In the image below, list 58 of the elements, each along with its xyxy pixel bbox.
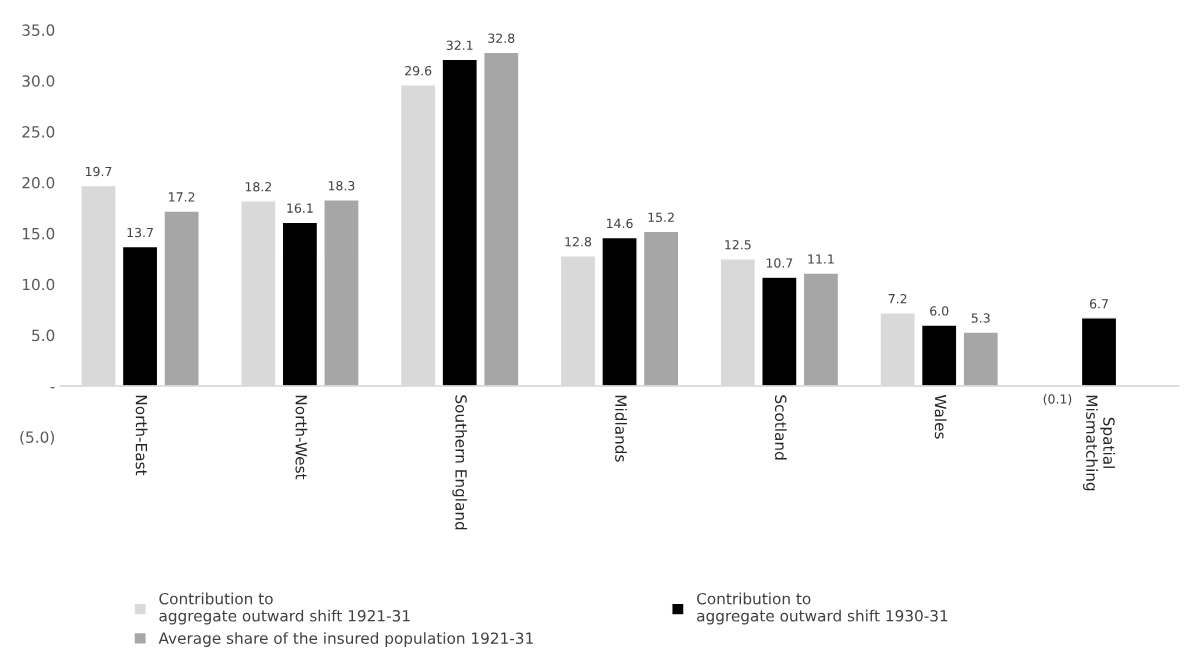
y-tick-label: 10.0	[22, 278, 55, 291]
data-label: 29.6	[405, 66, 432, 76]
data-label: 12.5	[725, 240, 751, 250]
data-label: 17.2	[169, 192, 195, 202]
y-tick-label: 15.0	[22, 227, 55, 240]
data-label: 10.7	[766, 258, 793, 268]
data-label: 19.7	[85, 166, 112, 177]
x-tick-label: North-East	[135, 395, 148, 476]
y-tick-label: -	[50, 387, 55, 389]
data-label: 32.8	[488, 33, 515, 43]
legend-label: Average share of the insured population 1921-31	[158, 632, 533, 647]
bar	[163, 210, 200, 387]
bar	[482, 51, 520, 387]
bar	[121, 245, 159, 387]
data-label: 5.3	[971, 313, 990, 323]
legend-label: Contribution to aggregate outward shift 1921-31	[159, 592, 410, 625]
x-tick-label: Southern England	[452, 395, 468, 530]
data-label: 15.2	[648, 212, 674, 222]
y-tick-label: 25.0	[22, 126, 55, 138]
bar	[240, 200, 277, 387]
data-label: 18.3	[328, 180, 355, 191]
bar	[719, 258, 757, 387]
legend-label: Contribution to aggregate outward shift 1930-31	[697, 592, 948, 625]
y-tick-label: 5.0	[32, 329, 55, 342]
data-label: 11.1	[808, 254, 834, 264]
data-label: 12.8	[565, 236, 592, 247]
y-tick-label: (5.0)	[20, 431, 54, 445]
data-label: 32.1	[446, 40, 473, 51]
bar	[761, 276, 798, 387]
x-tick-label: Wales	[934, 394, 947, 439]
bar	[559, 255, 597, 387]
bar	[323, 199, 360, 387]
bar	[281, 221, 319, 387]
bar	[879, 312, 916, 387]
bar	[399, 84, 437, 387]
bar	[642, 230, 680, 387]
data-label: 13.7	[127, 227, 153, 238]
x-tick-label: Spatial Mismatching	[1083, 395, 1115, 491]
x-tick-label: North-West	[295, 395, 308, 480]
data-label: 6.7	[1089, 299, 1108, 309]
data-label: 7.2	[888, 293, 907, 304]
bar	[441, 58, 478, 387]
data-label: (0.1)	[1043, 394, 1072, 406]
bar	[962, 331, 1000, 387]
y-tick-label: 30.0	[22, 75, 55, 87]
x-tick-label: Midlands	[615, 395, 627, 462]
data-label: 16.1	[287, 203, 313, 213]
bar	[1080, 317, 1118, 387]
bar	[80, 184, 117, 387]
y-tick-label: 20.0	[22, 176, 55, 189]
x-tick-label: Scotland	[774, 395, 787, 460]
bar	[920, 324, 958, 387]
bar	[601, 236, 638, 387]
y-tick-label: 35.0	[22, 24, 55, 36]
data-label: 18.2	[245, 182, 271, 192]
bar	[802, 272, 840, 387]
data-label: 6.0	[930, 306, 949, 316]
data-label: 14.6	[607, 218, 633, 229]
